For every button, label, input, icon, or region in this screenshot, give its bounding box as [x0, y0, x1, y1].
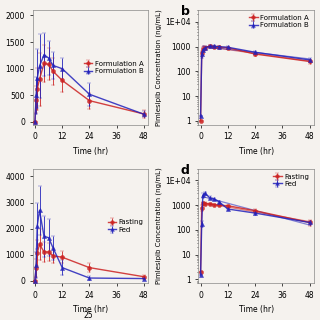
- Legend: Formulation A, Formulation B: Formulation A, Formulation B: [82, 59, 145, 76]
- X-axis label: Time (hr): Time (hr): [73, 306, 108, 315]
- X-axis label: Time (hr): Time (hr): [239, 147, 274, 156]
- Legend: Fasting, Fed: Fasting, Fed: [106, 218, 145, 234]
- Legend: Fasting, Fed: Fasting, Fed: [272, 172, 311, 188]
- X-axis label: Time (hr): Time (hr): [239, 306, 274, 315]
- Text: d: d: [181, 164, 190, 177]
- Legend: Formulation A, Formulation B: Formulation A, Formulation B: [248, 13, 311, 30]
- Y-axis label: Pimlesipib Concentration (ng/mL): Pimlesipib Concentration (ng/mL): [156, 9, 162, 126]
- Text: b: b: [181, 5, 190, 19]
- Text: 25: 25: [83, 311, 93, 320]
- Y-axis label: Pimlesipib Concentration (ng/mL): Pimlesipib Concentration (ng/mL): [156, 168, 162, 284]
- X-axis label: Time (hr): Time (hr): [73, 147, 108, 156]
